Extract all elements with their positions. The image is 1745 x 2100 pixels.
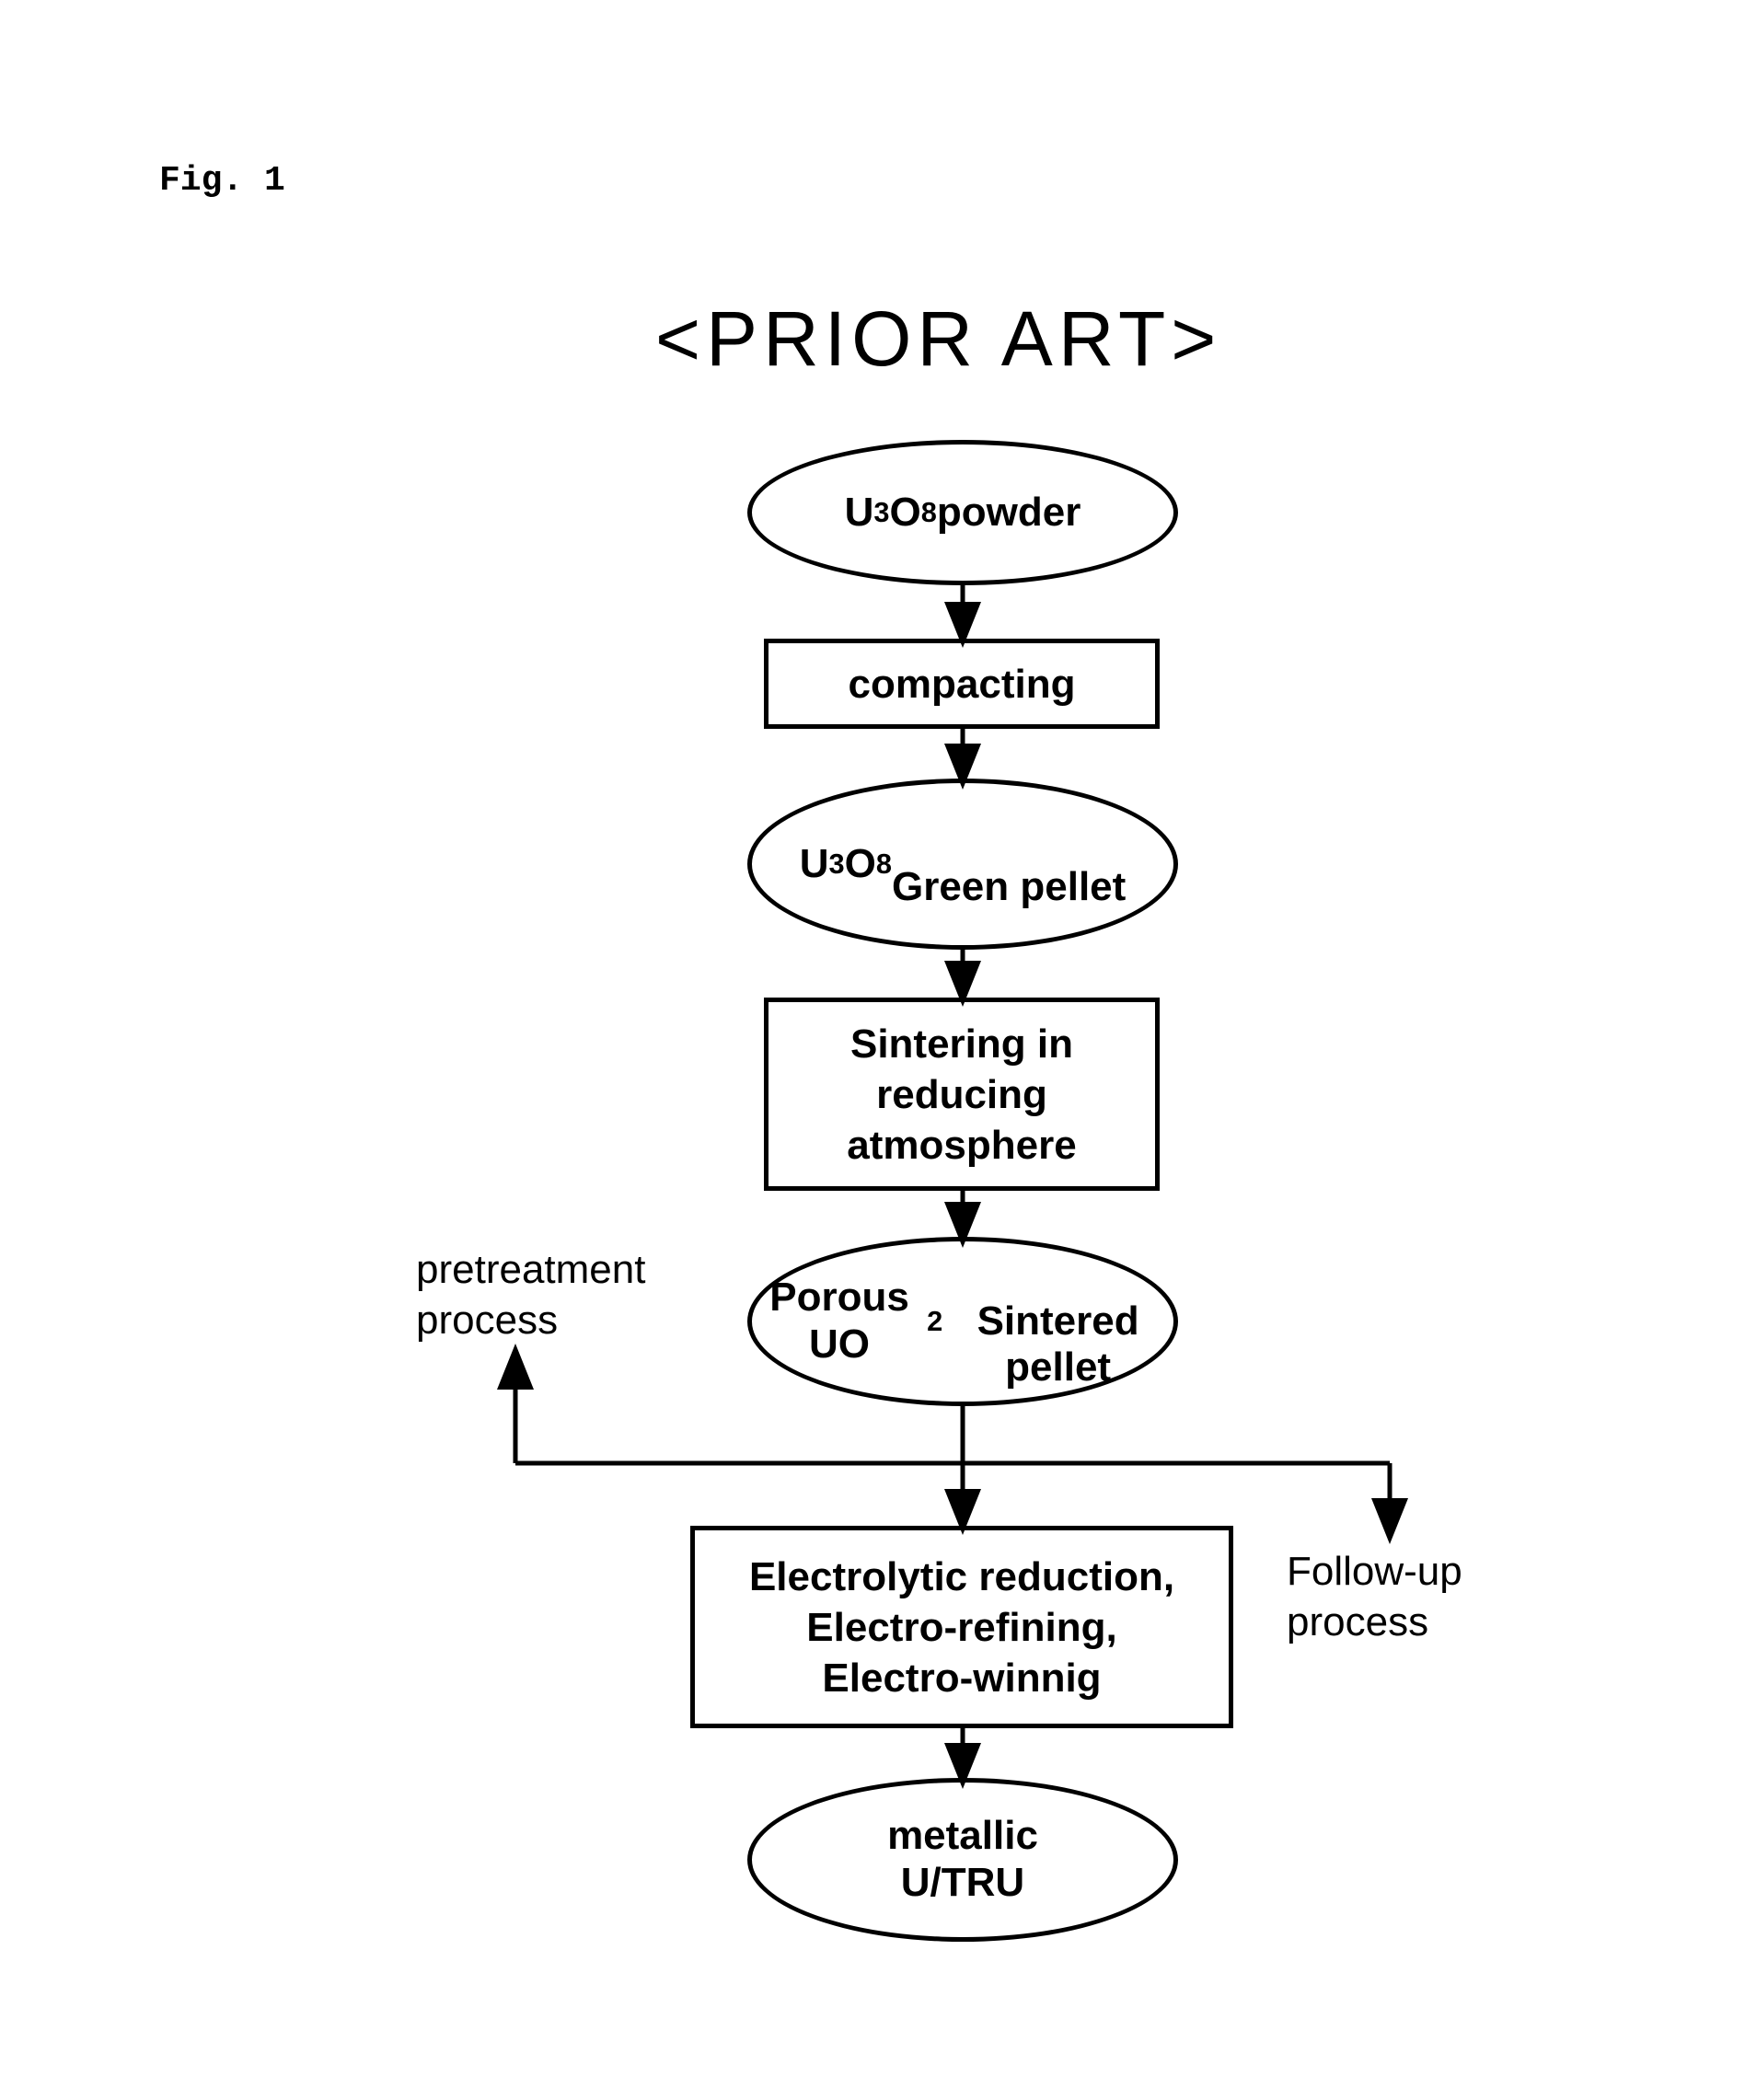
node-metallic-utru: metallicU/TRU: [747, 1778, 1178, 1942]
label-followup: Follow-upprocess: [1287, 1546, 1462, 1647]
node-u3o8-green-pellet: U3O8Green pellet: [747, 779, 1178, 950]
diagram-title: <PRIOR ART>: [655, 294, 1221, 384]
node-porous-uo2: Porous UO2Sintered pellet: [747, 1237, 1178, 1406]
figure-label: Fig. 1: [159, 161, 285, 201]
node-u3o8-powder: U3O8 powder: [747, 440, 1178, 585]
node-compacting: compacting: [764, 639, 1160, 729]
node-electrolytic: Electrolytic reduction,Electro-refining,…: [690, 1526, 1233, 1728]
node-sintering: Sintering inreducingatmosphere: [764, 998, 1160, 1191]
label-pretreatment: pretreatmentprocess: [416, 1244, 645, 1345]
